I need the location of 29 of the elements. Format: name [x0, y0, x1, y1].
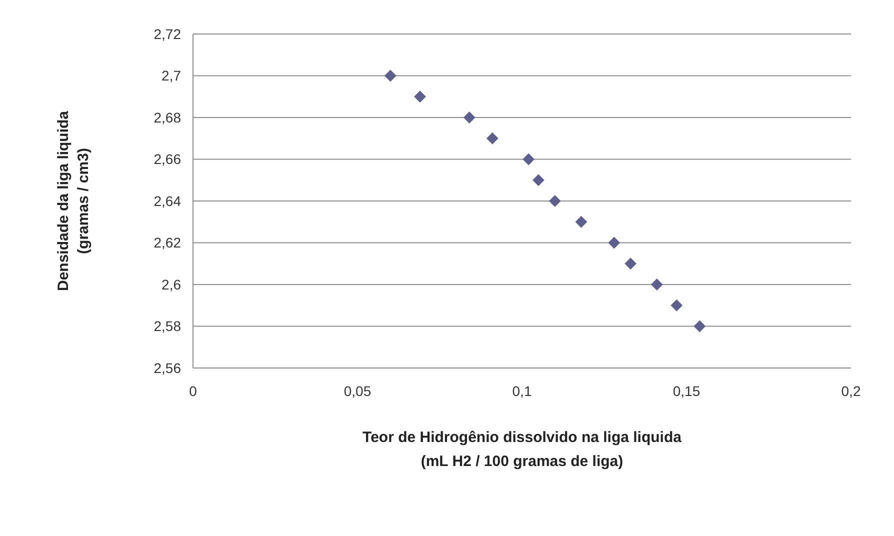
x-axis-title: Teor de Hidrogênio dissolvido na liga liquida (mL H2 / 100 gramas de liga)	[362, 429, 682, 470]
y-tick-label: 2,56	[154, 360, 182, 376]
y-tick-label: 2,72	[154, 26, 182, 42]
y-tick-label: 2,68	[154, 109, 182, 126]
point	[650, 278, 663, 290]
point	[532, 174, 544, 186]
point	[694, 320, 706, 332]
x-tick-label: 0,1	[512, 383, 532, 399]
x-tick-label: 0,2	[841, 383, 861, 399]
point	[575, 216, 588, 228]
y-tick-label: 2,66	[154, 151, 182, 168]
y-tick-label: 2,64	[154, 192, 182, 209]
point	[384, 70, 396, 82]
y-tick-label: 2,6	[162, 276, 182, 292]
y-tick-label: 2,7	[162, 68, 182, 84]
point	[522, 153, 535, 166]
point	[548, 195, 561, 207]
point	[624, 258, 637, 270]
y-axis-title: Densidade da liga liquida (gramas / cm3)	[55, 110, 92, 292]
x-tick-label: 0	[189, 383, 198, 399]
point	[608, 236, 620, 249]
y-tick-label: 2,58	[154, 318, 182, 334]
point	[463, 112, 476, 124]
point	[486, 132, 498, 144]
x-tick-label: 0,05	[344, 383, 372, 399]
x-tick-label: 0,15	[672, 383, 700, 399]
y-tick-label: 2,62	[154, 234, 182, 251]
point	[670, 299, 683, 312]
point	[414, 90, 426, 103]
